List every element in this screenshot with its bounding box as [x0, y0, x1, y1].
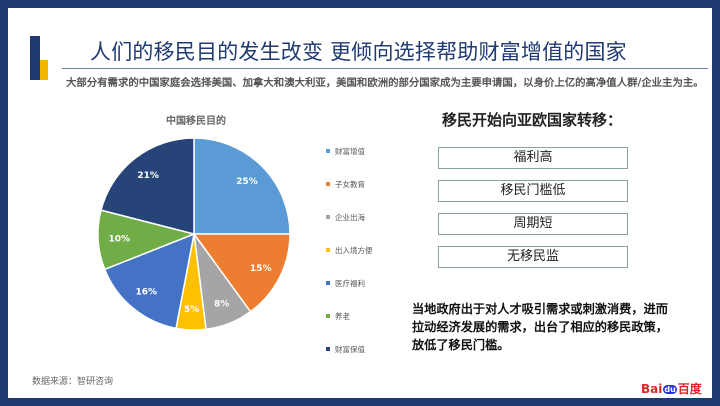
logo-paw-du: du	[663, 385, 677, 394]
legend-swatch	[326, 281, 330, 285]
reason-box-3: 周期短	[438, 213, 628, 235]
accent-bar-navy	[30, 36, 40, 80]
reason-box-1: 福利高	[438, 147, 628, 169]
legend-swatch	[326, 314, 330, 318]
legend-label: 出入境方便	[335, 246, 373, 255]
pie-slice-2	[192, 233, 291, 313]
legend-swatch	[326, 347, 330, 351]
legend-label: 子女教育	[335, 180, 365, 189]
data-source: 数据来源：智研咨询	[32, 377, 114, 387]
pie-data-label-4: 5%	[184, 305, 199, 315]
title-divider	[62, 68, 708, 69]
reason-box-4: 无移民监	[438, 246, 628, 268]
pie-chart: 25% 15% 8% 5% 16% 10% 21%	[97, 137, 291, 331]
pie-data-label-1: 25%	[236, 177, 258, 187]
pie-data-label-6: 10%	[109, 235, 131, 245]
pie-data-label-7: 21%	[137, 171, 159, 181]
accent-bar-gold	[40, 60, 48, 80]
legend-label: 财富保值	[335, 345, 365, 354]
reason-box-2: 移民门槛低	[438, 180, 628, 202]
legend-swatch	[326, 149, 330, 153]
slide: 人们的移民目的发生改变 更倾向选择帮助财富增值的国家 大部分有需求的中国家庭会选…	[8, 8, 712, 398]
legend-swatch	[326, 182, 330, 186]
baidu-logo: Bai du 百度	[641, 380, 702, 397]
pie-slice-1	[193, 137, 291, 235]
legend-label: 养老	[335, 312, 350, 321]
slide-subtitle: 大部分有需求的中国家庭会选择美国、加拿大和澳大利亚，美国和欧洲的部分国家成为主要…	[66, 77, 704, 89]
legend-label: 医疗福利	[335, 279, 365, 288]
chart-title: 中国移民目的	[166, 116, 226, 127]
logo-text-baidu-cn: 百度	[677, 382, 702, 396]
policy-note: 当地政府出于对人才吸引需求或刺激消费，进而拉动经济发展的需求，出台了相应的移民政…	[412, 302, 668, 352]
legend-swatch	[326, 248, 330, 252]
pie-data-label-2: 15%	[250, 264, 272, 274]
migration-shift-title: 移民开始向亚欧国家转移：	[442, 111, 623, 129]
slide-title: 人们的移民目的发生改变 更倾向选择帮助财富增值的国家	[90, 40, 627, 64]
pie-data-label-3: 8%	[214, 300, 229, 310]
pie-data-label-5: 16%	[136, 288, 158, 298]
legend-label: 财富增值	[335, 147, 365, 156]
pie-slice-7	[100, 137, 195, 235]
logo-text-bai: Bai	[641, 382, 663, 396]
legend-label: 企业出海	[335, 213, 365, 222]
pie-slice-5	[103, 232, 195, 330]
legend-swatch	[326, 215, 330, 219]
